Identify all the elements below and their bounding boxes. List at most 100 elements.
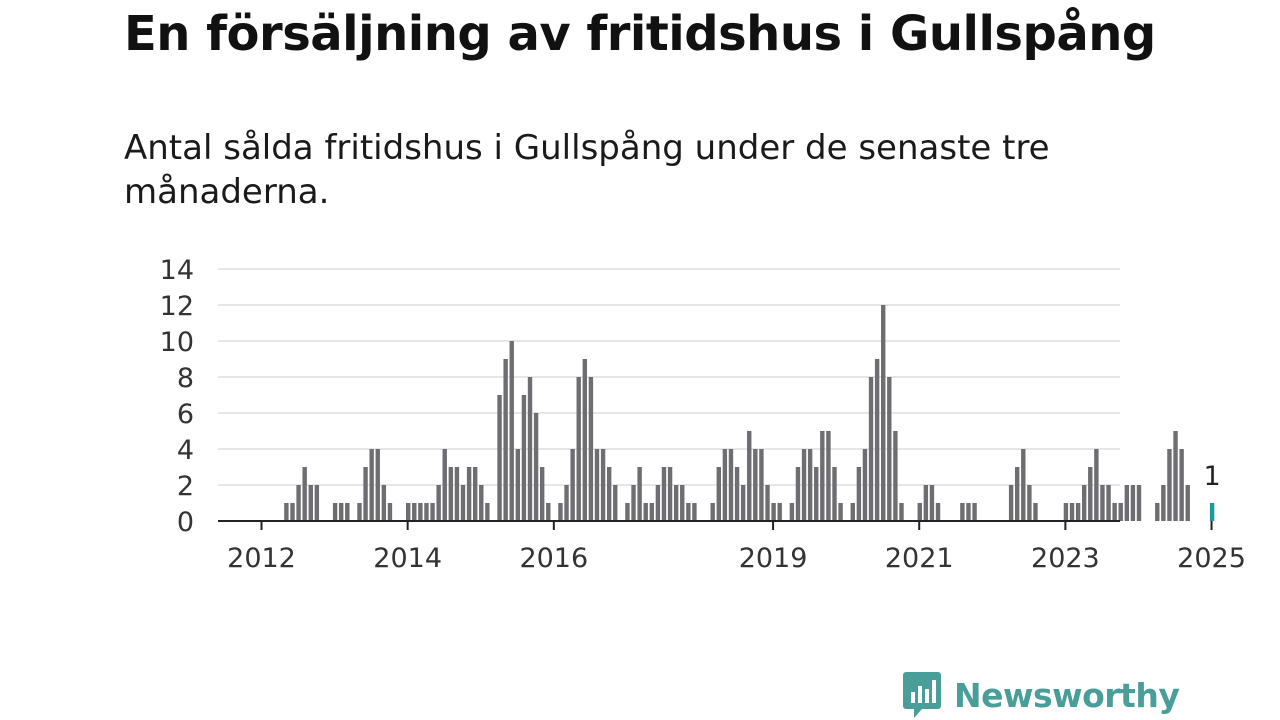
bar: [1033, 503, 1038, 521]
bar: [795, 467, 801, 521]
bar: [613, 485, 618, 521]
bar: [856, 467, 862, 521]
bar: [503, 359, 508, 521]
bar: [424, 503, 429, 521]
bar: [680, 485, 685, 521]
bar: [692, 503, 697, 521]
bar: [747, 431, 752, 521]
bar: [357, 503, 362, 521]
bar: [1173, 431, 1178, 521]
bar: [546, 503, 551, 521]
bar: [1088, 467, 1093, 521]
bar: [716, 467, 721, 521]
bar-chart: 0 2 4 6 8 10 12 14 2012 2014 2016 2019 2021 2023 2025 1: [160, 255, 1246, 574]
brand-name: Newsworthy: [954, 675, 1180, 715]
bar: [1106, 485, 1111, 521]
bar: [777, 503, 782, 521]
bar: [527, 377, 533, 521]
bar: [363, 467, 368, 521]
chart-subtitle: Antal sålda fritidshus i Gullspång under…: [124, 128, 1050, 212]
bar: [1100, 485, 1105, 521]
bar: [1124, 485, 1130, 521]
bar: [972, 503, 977, 521]
y-tick-label: 0: [177, 507, 194, 538]
y-tick-label: 12: [160, 291, 194, 322]
highlight-data-label: 1: [1203, 461, 1220, 492]
bar: [381, 485, 387, 521]
y-tick-label: 14: [160, 255, 194, 286]
bar: [406, 503, 411, 521]
bar: [576, 377, 581, 521]
bar: [436, 485, 441, 521]
bar: [1161, 485, 1166, 521]
brand-logo: Newsworthy: [902, 670, 1180, 720]
bar: [765, 485, 770, 521]
bar: [479, 485, 484, 521]
bar: [789, 503, 795, 521]
bar: [600, 449, 606, 521]
bar: [606, 467, 612, 521]
bar: [533, 413, 539, 521]
bar: [935, 503, 941, 521]
bar: [509, 341, 514, 521]
bar: [1069, 503, 1075, 521]
bar: [899, 503, 904, 521]
bar: [1063, 503, 1069, 521]
bar: [740, 485, 746, 521]
bar: [868, 377, 874, 521]
bar: [375, 449, 380, 521]
bar: [655, 485, 661, 521]
bar: [412, 503, 417, 521]
bar: [369, 449, 374, 521]
bar: [1081, 485, 1087, 521]
bar: [582, 359, 588, 521]
bar: [339, 503, 344, 521]
bar: [1167, 449, 1172, 521]
bar: [631, 485, 636, 521]
bar: [1094, 449, 1099, 521]
bar: [1136, 485, 1142, 521]
chart-title: En försäljning av fritidshus i Gullspång: [124, 6, 1156, 62]
bar: [594, 449, 600, 521]
y-tick-label: 10: [160, 327, 194, 358]
bar: [1118, 503, 1123, 521]
x-tick-label: 2014: [373, 543, 442, 574]
bar: [771, 503, 776, 521]
bar: [521, 395, 527, 521]
y-tick-label: 6: [177, 399, 194, 430]
bar: [734, 467, 740, 521]
bar: [807, 449, 813, 521]
bar: [1008, 485, 1014, 521]
bar: [960, 503, 965, 521]
bar: [497, 395, 502, 521]
bar: [570, 449, 575, 521]
x-tick-label: 2016: [519, 543, 588, 574]
bar: [661, 467, 667, 521]
bar: [826, 431, 831, 521]
bar: [558, 503, 563, 521]
bar: [1112, 503, 1117, 521]
bar: [454, 467, 460, 521]
bar: [838, 503, 843, 521]
bar: [881, 305, 886, 521]
bar: [284, 503, 289, 521]
bar: [887, 377, 892, 521]
bar: [314, 485, 320, 521]
x-tick-label: 2021: [885, 543, 954, 574]
bar: [801, 449, 807, 521]
bar: [302, 467, 307, 521]
bar: [442, 449, 447, 521]
bar: [1155, 503, 1160, 521]
bar: [850, 503, 855, 521]
x-tick-label: 2019: [739, 543, 808, 574]
bar: [753, 449, 758, 521]
y-tick-label: 8: [177, 363, 194, 394]
bar: [460, 485, 466, 521]
bar: [296, 485, 301, 521]
bar: [1075, 503, 1081, 521]
bar: [485, 503, 490, 521]
bar: [430, 503, 435, 521]
bar: [332, 503, 338, 521]
bar: [637, 467, 642, 521]
y-tick-label: 4: [177, 435, 194, 466]
